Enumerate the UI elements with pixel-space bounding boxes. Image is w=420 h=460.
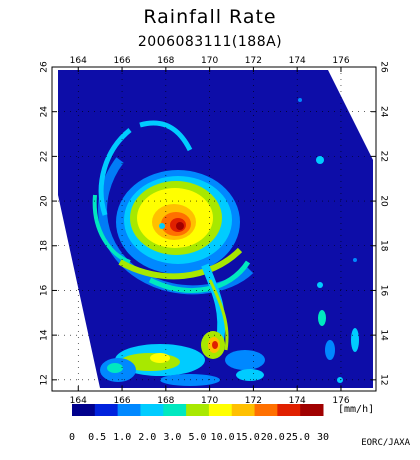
colorbar-swatch [231,404,256,416]
lon-label-bottom: 174 [289,396,306,406]
lon-label-top: 166 [113,56,130,66]
lon-label-bottom: 172 [245,396,262,406]
lat-label-left: 22 [40,151,50,162]
colorbar-swatch [300,404,324,416]
colorbar-label: 2.0 [138,432,156,443]
lon-label-top: 164 [70,56,87,66]
colorbar [72,404,324,416]
colorbar-label: 30 [317,432,329,443]
lat-label-left: 14 [40,329,50,341]
lon-label-top: 172 [245,56,262,66]
colorbar-swatch [208,404,233,416]
credit-label: EORC/JAXA [361,438,410,448]
lon-label-bottom: 168 [157,396,174,406]
colorbar-labels: 0 0.5 1.0 2.0 3.0 5.0 10.0 15.0 20.0 25.0 30 [69,432,329,443]
lat-label-right: 18 [379,240,389,252]
lat-label-left: 16 [40,284,50,296]
colorbar-label: 20.0 [261,432,285,443]
lon-label-top: 170 [201,56,218,66]
colorbar-label: 5.0 [188,432,206,443]
map-subtitle: 2006083111(188A) [137,34,283,50]
colorbar-swatch [72,404,96,416]
lat-label-left: 26 [40,61,50,73]
lon-label-top: 176 [332,56,349,66]
lon-label-bottom: 166 [113,396,130,406]
lon-label-bottom: 164 [70,396,87,406]
colorbar-label: 10.0 [211,432,235,443]
colorbar-swatch [163,404,187,416]
lat-label-right: 16 [379,285,389,297]
colorbar-label: 0 [69,432,75,443]
colorbar-label: 1.0 [113,432,131,443]
lat-label-right: 24 [379,106,389,118]
lat-label-left: 20 [40,195,50,207]
lat-label-right: 22 [379,151,389,162]
lat-label-right: 14 [379,329,389,341]
lat-label-left: 24 [40,106,50,118]
lon-label-bottom: 176 [332,396,349,406]
colorbar-swatch [186,404,210,416]
axis-tick-labels: 164 164 166 166 168 168 170 170 172 172 174 174 176 1… [40,56,389,406]
lon-label-top: 174 [289,56,306,66]
lat-label-left: 12 [40,374,50,385]
lat-label-right: 12 [379,374,389,385]
colorbar-swatch [254,404,278,416]
lat-label-right: 20 [379,195,389,207]
axis-ticks [52,66,376,391]
map-title: Rainfall Rate [143,6,277,28]
colorbar-label: 25.0 [286,432,310,443]
colorbar-swatch [140,404,164,416]
lon-label-top: 168 [157,56,174,66]
colorbar-label: 15.0 [236,432,260,443]
lat-label-right: 26 [379,61,389,73]
colorbar-unit: [mm/h] [338,404,375,415]
lon-label-bottom: 170 [201,396,218,406]
colorbar-label: 3.0 [163,432,181,443]
rain-features [92,98,359,386]
colorbar-swatch [94,404,119,416]
colorbar-label: 0.5 [88,432,106,443]
colorbar-swatch [277,404,301,416]
colorbar-swatch [117,404,141,416]
map-frame [51,66,377,392]
lat-label-left: 18 [40,240,50,252]
